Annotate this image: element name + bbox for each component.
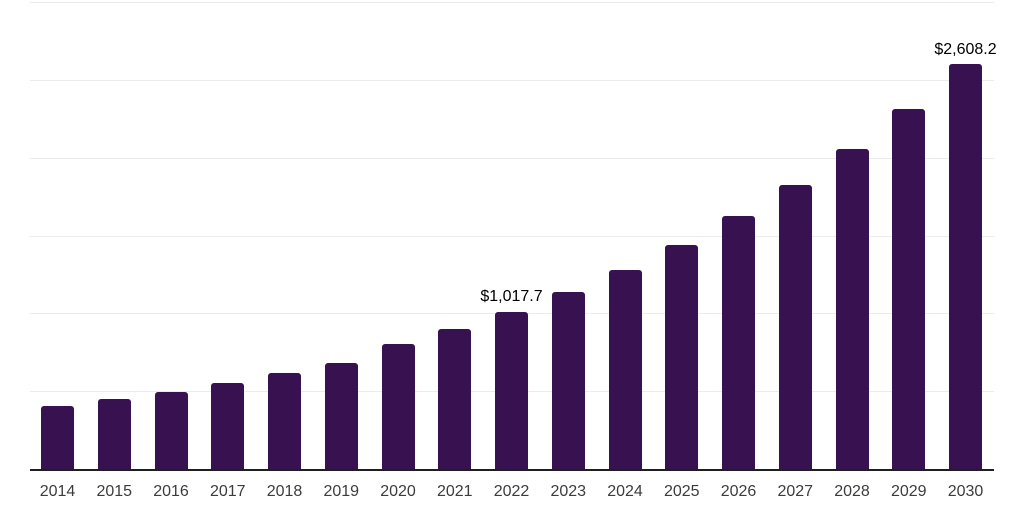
bar-2024	[608, 269, 642, 470]
x-tick-2025: 2025	[663, 483, 700, 500]
bar-2018	[268, 372, 301, 470]
bar-2029	[892, 109, 926, 470]
bar-2028	[835, 149, 869, 470]
x-tick-2020: 2020	[380, 483, 416, 500]
bar-2027	[778, 184, 812, 470]
bar-2016	[154, 391, 188, 470]
x-tick-2029: 2029	[890, 483, 927, 500]
x-tick-2019: 2019	[323, 483, 360, 500]
bar-2030	[949, 64, 982, 470]
x-tick-2015: 2015	[96, 483, 133, 500]
data-label-2030: $2,608.2	[934, 40, 997, 58]
plot-area: $1,017.7 $2,608.2	[30, 2, 997, 471]
gridline-3000	[30, 2, 994, 3]
x-axis-line	[30, 469, 994, 471]
x-tick-2016: 2016	[153, 483, 189, 500]
gridline-1500	[30, 235, 994, 237]
bar-2022	[495, 311, 528, 470]
gridline-2500	[30, 79, 994, 81]
x-tick-2017: 2017	[209, 483, 246, 500]
bar-2015	[97, 398, 131, 470]
x-tick-2027: 2027	[777, 483, 814, 500]
x-tick-2023: 2023	[550, 483, 587, 500]
bar-2020	[381, 343, 415, 470]
gridline-2000	[30, 157, 994, 159]
bar-2023	[551, 292, 585, 470]
bar-2017	[211, 383, 245, 470]
x-tick-2014: 2014	[39, 483, 76, 500]
x-tick-2021: 2021	[436, 483, 473, 500]
x-tick-2026: 2026	[720, 483, 757, 500]
bar-2014	[41, 405, 74, 470]
x-tick-2022: 2022	[493, 483, 530, 500]
x-tick-2024: 2024	[607, 483, 643, 500]
bar-2019	[324, 362, 358, 470]
bar-2025	[665, 244, 699, 470]
x-tick-2018: 2018	[266, 483, 303, 500]
bar-2026	[722, 216, 755, 470]
x-axis-labels: 2014 2015 2016 2017 2018 2019 2020 2021 2022 2023…	[30, 483, 994, 505]
data-label-2022: $1,017.7	[480, 288, 543, 306]
x-tick-2028: 2028	[834, 483, 870, 500]
bar-2021	[438, 329, 472, 470]
x-tick-2030: 2030	[947, 483, 984, 500]
